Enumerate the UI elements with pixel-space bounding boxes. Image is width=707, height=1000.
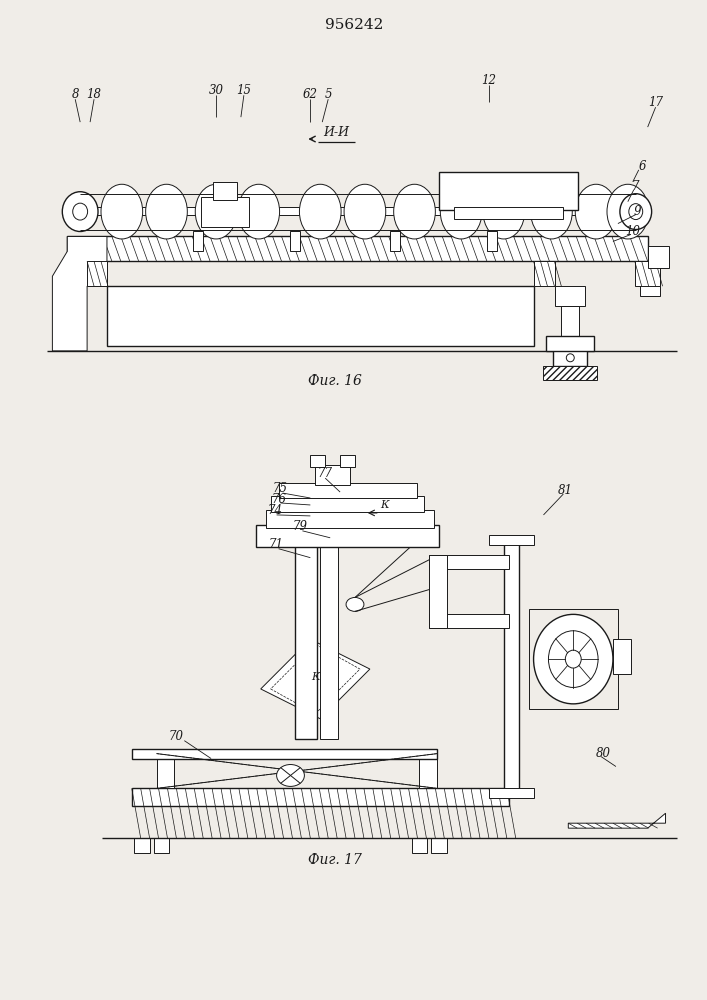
- Bar: [454, 207, 563, 219]
- Text: 74: 74: [267, 504, 282, 517]
- Text: 81: 81: [558, 484, 573, 497]
- Bar: [271, 496, 424, 512]
- Ellipse shape: [483, 184, 525, 239]
- Bar: [67, 236, 648, 261]
- Bar: [291, 231, 300, 251]
- Text: 30: 30: [209, 84, 223, 97]
- Text: 12: 12: [481, 74, 496, 87]
- Bar: [431, 838, 448, 853]
- Ellipse shape: [534, 614, 613, 704]
- Bar: [107, 286, 534, 346]
- Ellipse shape: [276, 765, 305, 786]
- Text: 5: 5: [325, 88, 332, 101]
- Polygon shape: [568, 813, 665, 828]
- Bar: [411, 838, 428, 853]
- Ellipse shape: [346, 597, 364, 611]
- Bar: [153, 838, 170, 853]
- Bar: [504, 540, 519, 793]
- Bar: [419, 754, 438, 788]
- Bar: [193, 231, 203, 251]
- Bar: [534, 261, 556, 286]
- Ellipse shape: [620, 194, 652, 230]
- Polygon shape: [52, 236, 107, 351]
- Text: Фиг. 16: Фиг. 16: [308, 374, 362, 388]
- Text: 75: 75: [273, 482, 288, 495]
- Ellipse shape: [607, 184, 648, 239]
- Bar: [279, 483, 418, 498]
- Text: 79: 79: [293, 520, 308, 533]
- Bar: [296, 540, 317, 739]
- Bar: [310, 455, 325, 467]
- Ellipse shape: [575, 184, 617, 239]
- Text: 18: 18: [86, 88, 102, 101]
- Polygon shape: [261, 639, 370, 719]
- Text: И-И: И-И: [323, 126, 349, 139]
- Text: 76: 76: [271, 493, 286, 506]
- Bar: [554, 346, 587, 366]
- Text: 10: 10: [625, 225, 641, 238]
- Text: 62: 62: [303, 88, 318, 101]
- Bar: [547, 336, 594, 351]
- Ellipse shape: [238, 184, 279, 239]
- Text: К: К: [380, 500, 389, 510]
- Bar: [635, 261, 660, 286]
- Bar: [544, 366, 597, 380]
- Bar: [529, 609, 618, 709]
- Bar: [390, 231, 399, 251]
- Ellipse shape: [62, 192, 98, 232]
- Text: 71: 71: [268, 538, 283, 551]
- Bar: [87, 261, 107, 286]
- Bar: [489, 535, 534, 545]
- Text: 15: 15: [236, 84, 252, 97]
- Bar: [556, 286, 585, 306]
- Ellipse shape: [549, 631, 598, 687]
- Text: 70: 70: [169, 730, 184, 743]
- Text: 80: 80: [595, 747, 611, 760]
- Bar: [213, 182, 237, 200]
- Bar: [429, 555, 509, 569]
- Text: К: К: [311, 672, 320, 682]
- Bar: [489, 788, 534, 798]
- Ellipse shape: [566, 354, 574, 362]
- Text: 956242: 956242: [325, 18, 383, 32]
- Ellipse shape: [195, 184, 237, 239]
- Bar: [561, 306, 579, 346]
- Ellipse shape: [344, 184, 386, 239]
- Text: 7: 7: [632, 180, 640, 193]
- Text: 9: 9: [634, 205, 641, 218]
- Bar: [256, 525, 439, 547]
- Text: 6: 6: [639, 160, 646, 173]
- Bar: [134, 838, 150, 853]
- Bar: [156, 754, 175, 788]
- Ellipse shape: [530, 184, 572, 239]
- Bar: [340, 455, 355, 467]
- Text: Фиг. 17: Фиг. 17: [308, 853, 362, 867]
- Bar: [87, 207, 641, 215]
- Ellipse shape: [629, 204, 643, 220]
- Bar: [439, 172, 578, 210]
- Ellipse shape: [146, 184, 187, 239]
- Ellipse shape: [394, 184, 436, 239]
- Text: 17: 17: [648, 96, 663, 109]
- Bar: [281, 535, 340, 545]
- Bar: [315, 465, 350, 485]
- Bar: [429, 614, 509, 628]
- Bar: [429, 555, 448, 628]
- Bar: [487, 231, 497, 251]
- Bar: [320, 540, 338, 739]
- Bar: [613, 639, 631, 674]
- Bar: [132, 788, 509, 806]
- Ellipse shape: [101, 184, 143, 239]
- Ellipse shape: [73, 203, 88, 220]
- Ellipse shape: [440, 184, 482, 239]
- Ellipse shape: [566, 650, 581, 668]
- Bar: [201, 197, 249, 227]
- Text: 8: 8: [71, 88, 79, 101]
- Text: 77: 77: [317, 467, 333, 480]
- Bar: [266, 510, 434, 528]
- Bar: [132, 749, 438, 759]
- Ellipse shape: [300, 184, 341, 239]
- Bar: [640, 271, 660, 296]
- Bar: [648, 246, 670, 268]
